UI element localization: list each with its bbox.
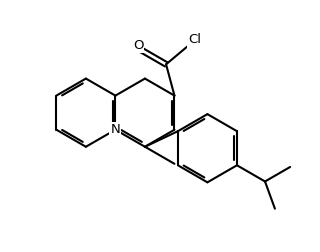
Text: O: O (133, 39, 143, 52)
Text: N: N (110, 123, 120, 136)
Text: Cl: Cl (188, 34, 201, 46)
